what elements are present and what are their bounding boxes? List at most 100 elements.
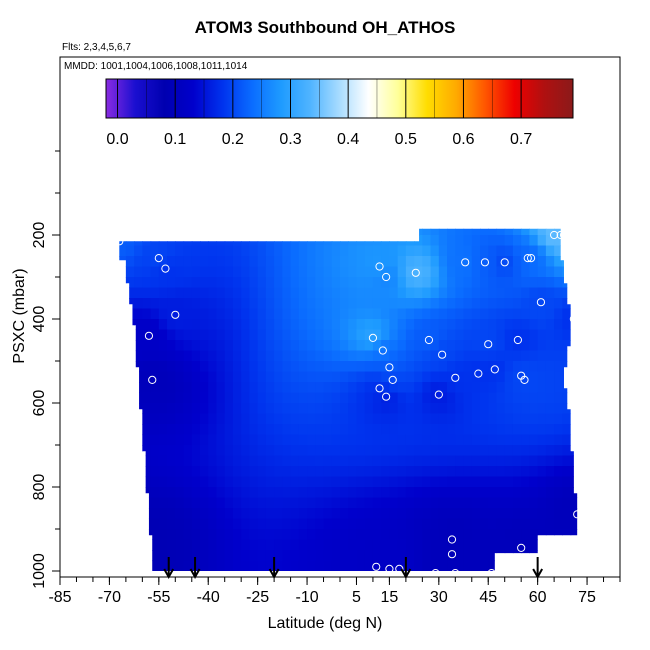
curtain-cell bbox=[241, 424, 251, 436]
curtain-cell bbox=[471, 277, 481, 289]
curtain-cell bbox=[570, 476, 578, 488]
curtain-cell bbox=[562, 340, 572, 352]
curtain-cell bbox=[422, 560, 432, 571]
curtain-cell bbox=[512, 361, 522, 373]
colorbar-tick-label: 0.4 bbox=[337, 131, 359, 148]
curtain-cell bbox=[119, 455, 127, 467]
curtain-cell bbox=[119, 277, 127, 289]
curtain-cell bbox=[496, 518, 506, 530]
curtain-cell bbox=[405, 228, 415, 236]
curtain-cell bbox=[249, 424, 259, 436]
curtain-cell bbox=[125, 487, 135, 499]
curtain-cell bbox=[298, 350, 308, 362]
curtain-cell bbox=[488, 476, 498, 488]
curtain-cell bbox=[364, 539, 374, 551]
curtain-cell bbox=[422, 434, 432, 446]
curtain-cell bbox=[109, 487, 118, 498]
curtain-cell bbox=[208, 287, 218, 299]
curtain-cell bbox=[372, 287, 382, 299]
curtain-cell bbox=[422, 424, 432, 436]
curtain-cell bbox=[224, 529, 234, 541]
curtain-cell bbox=[438, 235, 448, 247]
curtain-cell bbox=[471, 228, 481, 236]
curtain-cell bbox=[364, 529, 374, 541]
curtain-cell bbox=[438, 329, 448, 341]
curtain-cell bbox=[191, 487, 201, 499]
sample-point bbox=[372, 562, 381, 571]
curtain-cell bbox=[175, 382, 185, 394]
curtain-cell bbox=[414, 340, 423, 352]
curtain-cell bbox=[480, 466, 489, 478]
curtain-cell bbox=[167, 403, 176, 415]
curtain-cell bbox=[405, 424, 415, 436]
curtain-cell bbox=[150, 392, 160, 404]
curtain-cell bbox=[414, 434, 423, 446]
curtain-cell bbox=[200, 445, 209, 457]
curtain-cell bbox=[109, 424, 118, 435]
curtain-cell bbox=[331, 350, 341, 362]
curtain-cell bbox=[372, 319, 382, 331]
curtain-cell bbox=[480, 392, 489, 404]
curtain-cell bbox=[191, 476, 201, 488]
curtain-cell bbox=[422, 476, 432, 488]
curtain-cell bbox=[348, 518, 358, 530]
curtain-cell bbox=[372, 245, 382, 257]
curtain-cell bbox=[158, 245, 168, 257]
curtain-cell bbox=[109, 288, 118, 299]
x-tick-label: 15 bbox=[381, 589, 399, 606]
curtain-cell bbox=[496, 550, 506, 562]
curtain-cell bbox=[463, 476, 473, 488]
curtain-cell bbox=[389, 476, 399, 488]
curtain-cell bbox=[438, 298, 448, 310]
curtain-cell bbox=[274, 308, 283, 320]
curtain-cell bbox=[480, 266, 489, 278]
curtain-cell bbox=[529, 487, 539, 499]
curtain-cell bbox=[183, 382, 193, 394]
curtain-cell bbox=[414, 277, 423, 289]
curtain-cell bbox=[298, 403, 308, 415]
curtain-cell bbox=[422, 350, 432, 362]
curtain-cell bbox=[208, 228, 218, 236]
curtain-cell bbox=[438, 518, 448, 530]
curtain-cell bbox=[109, 456, 118, 467]
curtain-cell bbox=[307, 228, 316, 236]
curtain-cell bbox=[249, 277, 259, 289]
curtain-cell bbox=[315, 445, 325, 457]
curtain-cell bbox=[397, 277, 407, 289]
curtain-cell bbox=[504, 518, 514, 530]
curtain-cell bbox=[463, 287, 473, 299]
x-tick-label: -25 bbox=[246, 589, 269, 606]
curtain-cell bbox=[447, 550, 456, 562]
curtain-cell bbox=[257, 403, 267, 415]
curtain-cell bbox=[545, 529, 555, 541]
curtain-cell bbox=[183, 434, 193, 446]
curtain-cell bbox=[414, 403, 423, 415]
curtain-cell bbox=[405, 382, 415, 394]
curtain-cell bbox=[208, 392, 218, 404]
curtain-cell bbox=[331, 487, 341, 499]
curtain-cell bbox=[364, 319, 374, 331]
curtain-cell bbox=[529, 350, 539, 362]
curtain-cell bbox=[142, 403, 152, 415]
curtain-cell bbox=[282, 560, 292, 571]
curtain-cell bbox=[290, 308, 300, 320]
curtain-cell bbox=[447, 508, 456, 520]
curtain-cell bbox=[257, 550, 267, 562]
curtain-cell bbox=[364, 235, 374, 247]
curtain-cell bbox=[364, 245, 374, 257]
curtain-cell bbox=[167, 466, 176, 478]
curtain-cell bbox=[340, 361, 349, 373]
curtain-cell bbox=[224, 350, 234, 362]
curtain-cell bbox=[496, 560, 506, 571]
curtain-cell bbox=[125, 245, 135, 257]
curtain-cell bbox=[109, 435, 118, 446]
curtain-cell bbox=[315, 497, 325, 509]
curtain-cell bbox=[447, 445, 456, 457]
curtain-cell bbox=[224, 497, 234, 509]
curtain-cell bbox=[216, 319, 226, 331]
curtain-cell bbox=[134, 434, 143, 446]
curtain-cell bbox=[554, 508, 563, 520]
curtain-cell bbox=[356, 382, 366, 394]
curtain-cell bbox=[356, 361, 366, 373]
curtain-cell bbox=[142, 228, 152, 236]
